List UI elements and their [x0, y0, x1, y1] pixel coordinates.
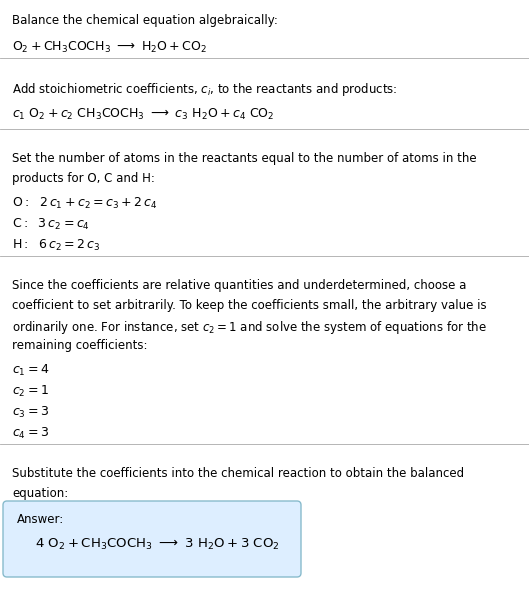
Text: Since the coefficients are relative quantities and underdetermined, choose a: Since the coefficients are relative quan…	[12, 279, 467, 292]
Text: Substitute the coefficients into the chemical reaction to obtain the balanced: Substitute the coefficients into the che…	[12, 467, 464, 480]
Text: $\mathrm{O{:}}\ \ 2\,c_1 + c_2 = c_3 + 2\,c_4$: $\mathrm{O{:}}\ \ 2\,c_1 + c_2 = c_3 + 2…	[12, 196, 157, 211]
Text: equation:: equation:	[12, 487, 68, 500]
Text: $\mathrm{O_2 + CH_3COCH_3\ \longrightarrow\ H_2O + CO_2}$: $\mathrm{O_2 + CH_3COCH_3\ \longrightarr…	[12, 40, 207, 55]
Text: $\mathrm{H{:}}\ \ 6\,c_2 = 2\,c_3$: $\mathrm{H{:}}\ \ 6\,c_2 = 2\,c_3$	[12, 238, 101, 253]
Text: coefficient to set arbitrarily. To keep the coefficients small, the arbitrary va: coefficient to set arbitrarily. To keep …	[12, 299, 487, 312]
Text: $4\ \mathrm{O_2} + \mathrm{CH_3COCH_3\ \longrightarrow\ 3\ H_2O + 3\ CO_2}$: $4\ \mathrm{O_2} + \mathrm{CH_3COCH_3\ \…	[35, 537, 280, 552]
Text: Balance the chemical equation algebraically:: Balance the chemical equation algebraica…	[12, 14, 278, 27]
Text: products for O, C and H:: products for O, C and H:	[12, 172, 155, 185]
Text: Answer:: Answer:	[17, 513, 64, 526]
FancyBboxPatch shape	[3, 501, 301, 577]
Text: $c_1 = 4$: $c_1 = 4$	[12, 363, 49, 378]
Text: $c_1\ \mathrm{O_2} + c_2\ \mathrm{CH_3COCH_3\ \longrightarrow\ }c_3\ \mathrm{H_2: $c_1\ \mathrm{O_2} + c_2\ \mathrm{CH_3CO…	[12, 107, 275, 122]
Text: $c_2 = 1$: $c_2 = 1$	[12, 384, 49, 399]
Text: remaining coefficients:: remaining coefficients:	[12, 339, 148, 352]
Text: $c_3 = 3$: $c_3 = 3$	[12, 405, 49, 420]
Text: Add stoichiometric coefficients, $c_i$, to the reactants and products:: Add stoichiometric coefficients, $c_i$, …	[12, 81, 397, 98]
Text: $c_4 = 3$: $c_4 = 3$	[12, 426, 49, 441]
Text: ordinarily one. For instance, set $c_2 = 1$ and solve the system of equations fo: ordinarily one. For instance, set $c_2 =…	[12, 319, 487, 336]
Text: $\mathrm{C{:}}\ \ 3\,c_2 = c_4$: $\mathrm{C{:}}\ \ 3\,c_2 = c_4$	[12, 217, 90, 232]
Text: Set the number of atoms in the reactants equal to the number of atoms in the: Set the number of atoms in the reactants…	[12, 152, 477, 165]
